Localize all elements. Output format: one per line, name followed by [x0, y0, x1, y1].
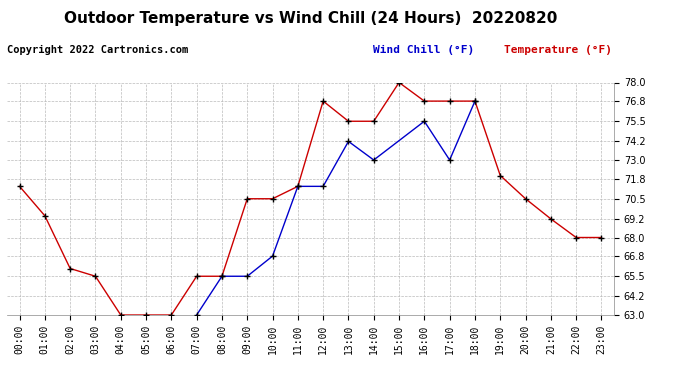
Text: Wind Chill (°F): Wind Chill (°F): [373, 45, 474, 55]
Text: Copyright 2022 Cartronics.com: Copyright 2022 Cartronics.com: [7, 45, 188, 55]
Text: Temperature (°F): Temperature (°F): [504, 45, 612, 55]
Text: Outdoor Temperature vs Wind Chill (24 Hours)  20220820: Outdoor Temperature vs Wind Chill (24 Ho…: [63, 11, 558, 26]
